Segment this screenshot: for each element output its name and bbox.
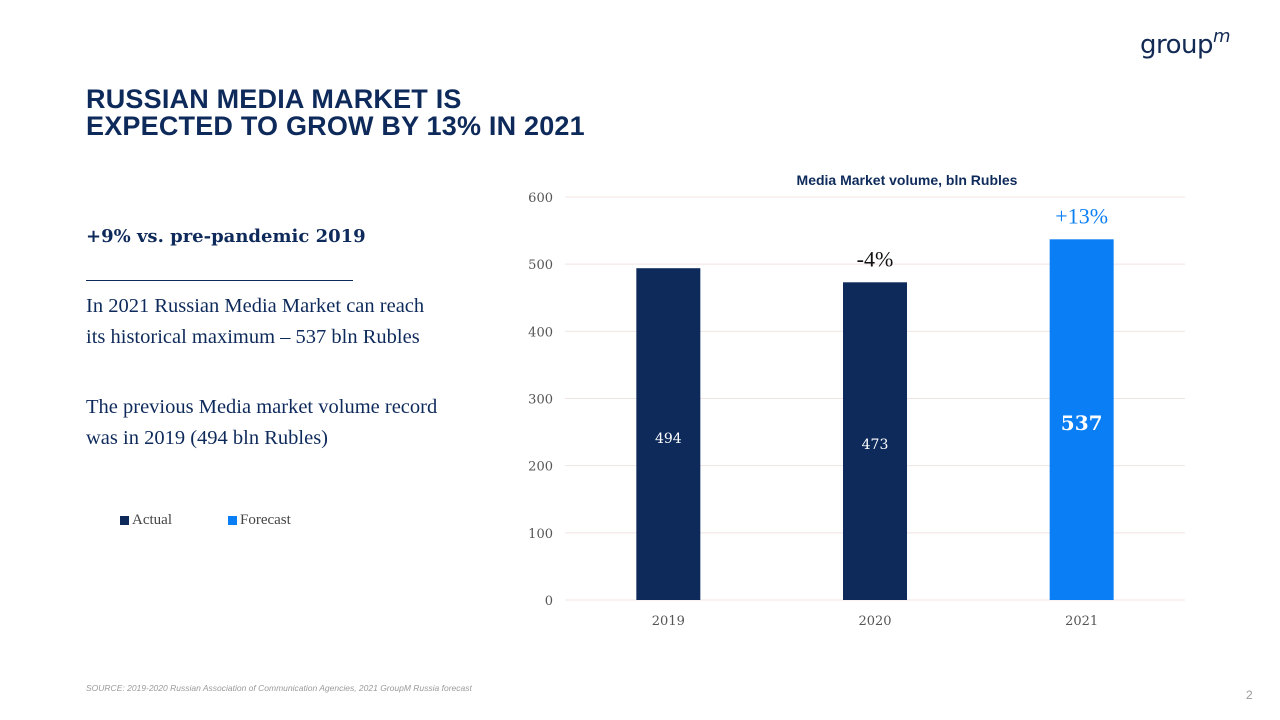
page-title: RUSSIAN MEDIA MARKET IS EXPECTED TO GROW… <box>86 86 585 140</box>
x-tick-label: 2021 <box>1065 614 1098 629</box>
y-tick-label: 0 <box>545 594 553 609</box>
legend-label-actual: Actual <box>132 512 172 528</box>
bar-value-label-2019: 494 <box>655 431 682 447</box>
growth-annotation-2020: -4% <box>857 246 894 271</box>
title-line-1: RUSSIAN MEDIA MARKET IS <box>86 84 462 114</box>
bars: 494 473 537 -4% +13% <box>636 203 1114 600</box>
chart-title: Media Market volume, bln Rubles <box>797 172 1018 188</box>
y-tick-label: 100 <box>528 527 553 542</box>
bar-2021 <box>1049 239 1114 600</box>
bar-2019 <box>636 268 701 600</box>
title-line-2: EXPECTED TO GROW BY 13% IN 2021 <box>86 111 585 141</box>
growth-annotation-2021: +13% <box>1055 203 1108 228</box>
x-axis-ticks: 2019 2020 2021 <box>652 614 1098 629</box>
chart-legend: Actual Forecast <box>120 512 291 529</box>
y-axis-ticks: 0 100 200 300 400 500 600 <box>528 191 553 609</box>
subhead: +9% vs. pre-pandemic 2019 <box>86 226 366 247</box>
logo-text: group <box>1140 30 1214 60</box>
divider <box>86 280 353 281</box>
bar-2020 <box>843 282 907 600</box>
y-tick-label: 400 <box>528 325 553 340</box>
legend-item-forecast: Forecast <box>227 512 291 529</box>
page-number: 2 <box>1246 688 1253 702</box>
bar-value-label-2021: 537 <box>1061 411 1103 435</box>
y-tick-label: 300 <box>528 393 553 408</box>
paragraph-2: The previous Media market volume record … <box>86 396 438 449</box>
legend-label-forecast: Forecast <box>239 512 291 528</box>
legend-swatch-forecast <box>227 516 237 525</box>
source-note: SOURCE: 2019-2020 Russian Association of… <box>86 683 472 693</box>
x-tick-label: 2020 <box>858 614 891 629</box>
groupm-logo: groupm <box>1140 26 1231 60</box>
y-tick-label: 200 <box>528 460 553 475</box>
paragraph-1: In 2021 Russian Media Market can reach i… <box>86 295 425 348</box>
y-tick-label: 500 <box>528 258 553 273</box>
logo-superscript: m <box>1213 26 1231 47</box>
y-tick-label: 600 <box>528 191 553 206</box>
bar-value-label-2020: 473 <box>862 437 889 453</box>
legend-swatch-actual <box>120 516 129 525</box>
x-tick-label: 2019 <box>652 614 685 629</box>
legend-item-actual: Actual <box>120 512 172 529</box>
